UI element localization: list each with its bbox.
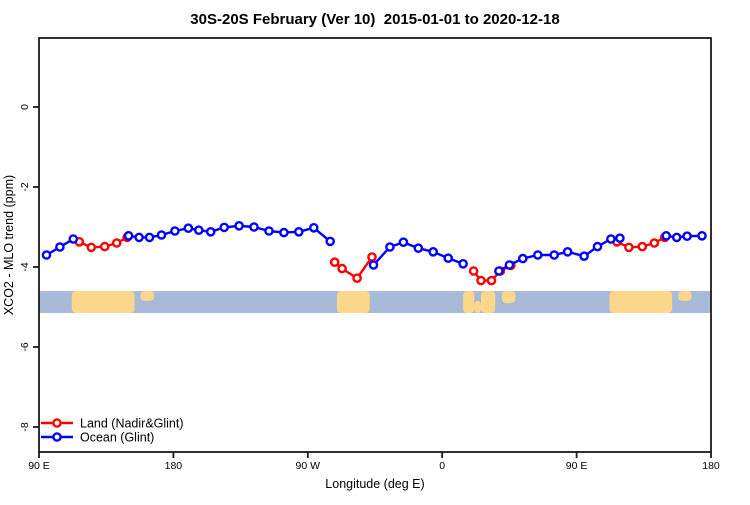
chart-title: 30S-20S February (Ver 10) 2015-01-01 to … (190, 11, 559, 28)
legend-item-land: Land (Nadir&Glint) (41, 417, 184, 431)
series-point-ocean (682, 231, 692, 241)
legend-marker-ocean (52, 432, 62, 442)
series-point-ocean (398, 237, 409, 247)
map-land-patch-africa-south (474, 300, 482, 313)
series-point-ocean (264, 226, 274, 236)
series-point-ocean (183, 223, 194, 233)
x-tick-label: 90 E (566, 460, 588, 472)
series-point-ocean (579, 251, 589, 262)
series-ocean (41, 220, 707, 276)
series-land (74, 232, 670, 286)
series-point-ocean (385, 242, 395, 252)
series-line-land (333, 255, 374, 280)
x-tick-label: 0 (439, 460, 445, 472)
series-point-ocean (134, 232, 144, 243)
map-land-patch-australia-repeat (609, 291, 673, 313)
series-point-ocean (123, 230, 134, 241)
series-point-land (476, 275, 486, 286)
series-point-ocean (697, 230, 707, 241)
map-land-patch-africa-west (463, 291, 475, 313)
legend: Land (Nadir&Glint)Ocean (Glint) (41, 417, 184, 445)
series-point-ocean (41, 250, 52, 260)
y-tick-label: -4 (19, 262, 31, 271)
legend-item-ocean: Ocean (Glint) (41, 431, 154, 445)
series-point-land (99, 241, 110, 252)
series-point-ocean (443, 253, 454, 264)
series-point-ocean (615, 233, 625, 243)
series-point-land (649, 238, 660, 248)
series-point-ocean (205, 226, 216, 237)
series-point-ocean (293, 226, 304, 237)
legend-label-land: Land (Nadir&Glint) (80, 417, 184, 431)
series-point-land (352, 273, 362, 284)
series-point-ocean (55, 242, 65, 252)
y-tick-label: 0 (19, 104, 31, 110)
map-land-patch-new-caledonia (140, 291, 154, 301)
series-point-ocean (504, 260, 515, 270)
series-point-ocean (549, 250, 560, 260)
series-point-ocean (661, 230, 672, 241)
series-point-ocean (234, 220, 244, 231)
y-axis-label: XCO2 - MLO trend (ppm) (2, 175, 16, 315)
y-tick-label: -2 (19, 182, 31, 191)
series-point-ocean (518, 253, 528, 264)
series-point-land (367, 252, 377, 262)
series-point-ocean (193, 225, 204, 235)
series-point-ocean (413, 243, 424, 253)
x-tick-label: 180 (702, 460, 720, 472)
x-axis-ticks: 90 E 180 90 W 0 90 E 180 (28, 452, 720, 472)
plot-frame (38, 37, 712, 453)
series-point-ocean (606, 234, 616, 244)
series-point-ocean (368, 260, 379, 270)
x-tick-label: 180 (165, 460, 183, 472)
x-tick-label: 90 E (28, 460, 50, 472)
x-axis-label: Longitude (deg E) (325, 477, 424, 491)
series-point-land (624, 242, 634, 253)
map-ocean-band (39, 291, 711, 313)
series-point-ocean (219, 222, 229, 233)
series-point-ocean (156, 230, 167, 240)
legend-label-ocean: Ocean (Glint) (80, 431, 154, 445)
y-axis-ticks: 0 -2 -4 -6 -8 (19, 104, 39, 432)
map-land-patch-new-caledonia-repeat (678, 291, 692, 301)
series-point-ocean (308, 222, 319, 233)
series-line-ocean (665, 234, 704, 239)
series-point-ocean (68, 234, 79, 244)
y-tick-label: -6 (19, 342, 31, 351)
series-point-ocean (325, 236, 336, 247)
series-point-land (468, 266, 479, 276)
series-point-land (329, 257, 340, 268)
series-point-ocean (458, 258, 468, 269)
map-land-patch-madagascar (501, 291, 516, 304)
series-point-ocean (562, 246, 573, 257)
legend-marker-land (52, 418, 62, 428)
y-tick-label: -8 (19, 422, 31, 431)
map-land-patch-south-america (336, 291, 370, 313)
map-land-patch-africa-east (481, 291, 496, 313)
series-point-land (637, 241, 648, 252)
series-point-ocean (428, 246, 439, 257)
series-point-land (337, 263, 347, 274)
series-point-land (86, 242, 97, 253)
series-point-ocean (279, 227, 289, 238)
series-point-ocean (592, 241, 603, 252)
data-series (41, 220, 707, 286)
series-line-ocean (497, 237, 622, 273)
series-point-land (486, 275, 497, 286)
latitude-strip-map (39, 291, 711, 313)
x-tick-label: 90 W (296, 460, 321, 472)
series-point-land (111, 238, 122, 248)
map-land-patch-australia (71, 291, 135, 313)
series-point-ocean (144, 232, 155, 243)
series-point-ocean (494, 266, 504, 276)
series-point-ocean (671, 232, 682, 243)
series-line-ocean (127, 224, 332, 243)
series-point-ocean (533, 250, 543, 260)
series-point-ocean (249, 222, 259, 232)
series-point-ocean (170, 226, 180, 236)
